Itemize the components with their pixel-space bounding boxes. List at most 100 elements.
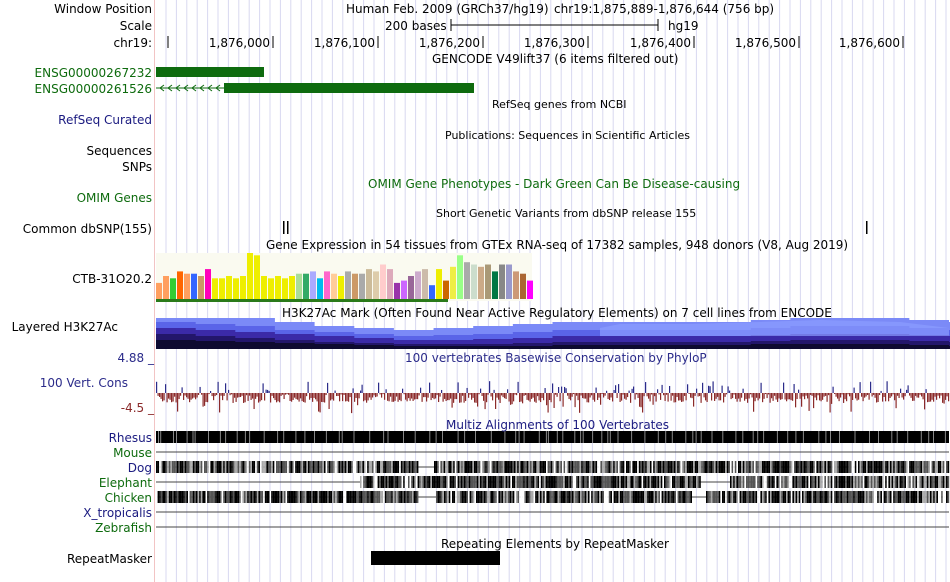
species-rhesus[interactable]: Rhesus bbox=[108, 431, 152, 445]
cons-neg bbox=[172, 393, 174, 402]
multiz-chicken bbox=[941, 491, 943, 503]
multiz-elephant bbox=[577, 476, 580, 488]
multiz-dog bbox=[763, 461, 766, 473]
snps-label[interactable]: SNPs bbox=[122, 160, 152, 174]
cons-neg bbox=[678, 393, 680, 401]
species-elephant[interactable]: Elephant bbox=[98, 476, 152, 490]
multiz-dog bbox=[904, 461, 906, 473]
multiz-dog bbox=[550, 461, 553, 473]
cons-neg bbox=[235, 393, 237, 402]
multiz-chicken bbox=[191, 491, 193, 503]
multiz-dog bbox=[549, 461, 551, 473]
position-text[interactable]: chr19:1,875,889-1,876,644 (756 bp) bbox=[554, 2, 775, 16]
cons-label[interactable]: 100 Vert. Cons bbox=[39, 376, 128, 390]
multiz-chicken bbox=[858, 491, 860, 503]
multiz-dog bbox=[677, 461, 679, 473]
multiz-elephant bbox=[561, 476, 564, 488]
publications-label[interactable]: Sequences bbox=[86, 144, 152, 158]
multiz-dog bbox=[578, 461, 580, 473]
assembly-text[interactable]: Human Feb. 2009 (GRCh37/hg19) bbox=[346, 2, 549, 16]
multiz-chicken bbox=[296, 491, 299, 503]
publications-title[interactable]: Publications: Sequences in Scientific Ar… bbox=[445, 129, 690, 142]
dbsnp-title[interactable]: Short Genetic Variants from dbSNP releas… bbox=[436, 207, 697, 220]
cons-neg bbox=[234, 393, 236, 398]
multiz-dog bbox=[835, 461, 838, 473]
multiz-chicken bbox=[763, 491, 766, 503]
dbsnp-label[interactable]: Common dbSNP(155) bbox=[22, 222, 152, 236]
cons-neg bbox=[747, 393, 749, 403]
multiz-chicken bbox=[335, 491, 337, 503]
gtex-label[interactable]: CTB-31O20.2 bbox=[72, 272, 152, 286]
omim-title[interactable]: OMIM Gene Phenotypes - Dark Green Can Be… bbox=[368, 177, 741, 191]
multiz-elephant bbox=[776, 476, 778, 488]
multiz-elephant bbox=[419, 476, 421, 488]
multiz-gap bbox=[158, 431, 159, 443]
repeatmasker-title[interactable]: Repeating Elements by RepeatMasker bbox=[441, 537, 669, 551]
h3k27ac-title[interactable]: H3K27Ac Mark (Often Found Near Active Re… bbox=[282, 306, 832, 320]
multiz-elephant bbox=[601, 476, 604, 488]
cons-neg bbox=[316, 393, 318, 402]
cons-neg bbox=[838, 393, 840, 402]
multiz-chicken bbox=[650, 491, 652, 503]
gencode-item-2[interactable]: ENSG00000261526 bbox=[34, 82, 152, 96]
species-x-tropicalis[interactable]: X_tropicalis bbox=[83, 506, 152, 520]
multiz-dog bbox=[744, 461, 746, 473]
cons-neg bbox=[603, 393, 605, 398]
species-zebrafish[interactable]: Zebrafish bbox=[95, 521, 152, 535]
multiz-chicken bbox=[885, 491, 887, 503]
multiz-chicken bbox=[500, 491, 502, 503]
omim-label[interactable]: OMIM Genes bbox=[76, 191, 152, 205]
multiz-chicken bbox=[672, 491, 675, 503]
multiz-dog bbox=[846, 461, 849, 473]
multiz-gap bbox=[601, 431, 603, 443]
multiz-elephant bbox=[688, 476, 690, 488]
ruler-tick-label: 1,876,000 bbox=[208, 36, 270, 50]
multiz-dog bbox=[167, 461, 169, 473]
multiz-chicken bbox=[186, 491, 188, 503]
multiz-elephant bbox=[931, 476, 934, 488]
cons-neg bbox=[694, 393, 696, 396]
cons-neg bbox=[673, 393, 675, 403]
multiz-chicken bbox=[501, 491, 504, 503]
multiz-dog bbox=[261, 461, 264, 473]
multiz-dog bbox=[779, 461, 782, 473]
multiz-dog bbox=[168, 461, 171, 473]
multiz-chicken bbox=[351, 491, 353, 503]
multiz-elephant bbox=[867, 476, 870, 488]
multiz-dog bbox=[483, 461, 486, 473]
cons-neg bbox=[280, 393, 282, 396]
multiz-dog bbox=[603, 461, 606, 473]
multiz-title[interactable]: Multiz Alignments of 100 Vertebrates bbox=[446, 418, 670, 432]
multiz-gap bbox=[457, 431, 459, 443]
refseq-label[interactable]: RefSeq Curated bbox=[58, 113, 152, 127]
multiz-chicken bbox=[196, 491, 198, 503]
gencode-title[interactable]: GENCODE V49lift37 (6 items filtered out) bbox=[432, 52, 679, 66]
multiz-chicken bbox=[859, 491, 862, 503]
multiz-dog bbox=[581, 461, 583, 473]
multiz-chicken bbox=[264, 491, 267, 503]
multiz-elephant bbox=[883, 476, 886, 488]
multiz-chicken bbox=[309, 491, 312, 503]
refseq-title[interactable]: RefSeq genes from NCBI bbox=[492, 98, 627, 111]
multiz-dog bbox=[180, 461, 182, 473]
multiz-elephant bbox=[643, 476, 645, 488]
cons-neg bbox=[328, 393, 330, 410]
cons-title[interactable]: 100 vertebrates Basewise Conservation by… bbox=[405, 351, 707, 365]
multiz-dog bbox=[236, 461, 238, 473]
cons-neg bbox=[351, 393, 353, 414]
h3k27ac-label[interactable]: Layered H3K27Ac bbox=[11, 320, 118, 334]
multiz-dog bbox=[250, 461, 252, 473]
species-dog[interactable]: Dog bbox=[127, 461, 152, 475]
multiz-chicken bbox=[604, 491, 606, 503]
multiz-elephant bbox=[640, 476, 642, 488]
gtex-title[interactable]: Gene Expression in 54 tissues from GTEx … bbox=[266, 238, 849, 252]
repeatmasker-label[interactable]: RepeatMasker bbox=[66, 552, 152, 566]
multiz-elephant bbox=[572, 476, 575, 488]
multiz-dog bbox=[899, 461, 902, 473]
species-chicken[interactable]: Chicken bbox=[104, 491, 152, 505]
multiz-chicken bbox=[663, 491, 665, 503]
species-mouse[interactable]: Mouse bbox=[113, 446, 152, 460]
gencode-item-1[interactable]: ENSG00000267232 bbox=[34, 66, 152, 80]
multiz-gap bbox=[429, 431, 431, 443]
cons-neg bbox=[426, 393, 428, 402]
